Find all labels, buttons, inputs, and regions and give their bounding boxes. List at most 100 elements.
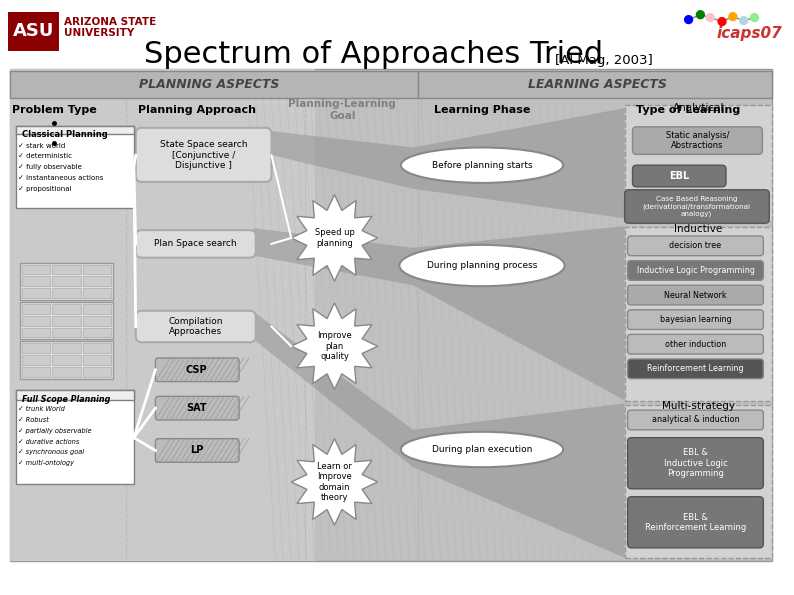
Bar <box>21 276 50 286</box>
Text: Planning Approach: Planning Approach <box>137 105 256 115</box>
Text: ✓ propositional: ✓ propositional <box>17 186 71 192</box>
Bar <box>52 265 81 274</box>
Text: ✓ stark world: ✓ stark world <box>17 143 65 149</box>
Text: Reinforcement Learning: Reinforcement Learning <box>647 364 744 373</box>
Text: Improve
plan
quality: Improve plan quality <box>317 331 352 361</box>
Text: State Space search
[Conjunctive /
Disjunctive ]: State Space search [Conjunctive / Disjun… <box>160 140 248 170</box>
Circle shape <box>696 11 704 18</box>
Text: ✓ Instantaneous actions: ✓ Instantaneous actions <box>17 175 103 181</box>
Bar <box>20 342 113 378</box>
Bar <box>52 316 81 325</box>
Bar <box>10 71 418 98</box>
Bar <box>20 302 113 339</box>
Text: Learn or
Improve
domain
theory: Learn or Improve domain theory <box>317 462 352 502</box>
Bar <box>83 355 111 365</box>
Text: PLANNING ASPECTS: PLANNING ASPECTS <box>139 78 279 91</box>
Text: LEARNING ASPECTS: LEARNING ASPECTS <box>528 78 666 91</box>
FancyBboxPatch shape <box>627 285 763 305</box>
Text: Type of Learning: Type of Learning <box>637 105 741 115</box>
Bar <box>52 304 81 314</box>
Bar <box>21 355 50 365</box>
FancyBboxPatch shape <box>627 236 763 256</box>
Bar <box>83 367 111 377</box>
Text: Learning Phase: Learning Phase <box>434 105 530 115</box>
FancyBboxPatch shape <box>627 497 763 548</box>
FancyBboxPatch shape <box>627 410 763 430</box>
Text: analytical & induction: analytical & induction <box>652 415 739 424</box>
Text: ✓ fully observable: ✓ fully observable <box>17 164 82 170</box>
Bar <box>625 227 773 401</box>
Text: Analytical: Analytical <box>673 103 724 113</box>
Text: Problem Type: Problem Type <box>12 105 97 115</box>
Text: EBL: EBL <box>669 171 689 181</box>
Text: Inductive: Inductive <box>674 224 723 234</box>
Polygon shape <box>291 439 378 525</box>
Text: Plan Space search: Plan Space search <box>155 239 237 248</box>
Circle shape <box>740 17 748 24</box>
Text: Static analysis/
Abstractions: Static analysis/ Abstractions <box>665 131 729 151</box>
Text: Compilation
Approaches: Compilation Approaches <box>168 317 223 336</box>
Ellipse shape <box>401 148 563 183</box>
Text: During plan execution: During plan execution <box>432 445 532 454</box>
Text: Spectrum of Approaches Tried: Spectrum of Approaches Tried <box>145 39 603 68</box>
Polygon shape <box>291 195 378 281</box>
Text: other induction: other induction <box>665 340 726 349</box>
FancyBboxPatch shape <box>156 358 239 381</box>
Bar <box>52 355 81 365</box>
Text: decision tree: decision tree <box>669 242 722 250</box>
Text: LP: LP <box>190 446 203 455</box>
Polygon shape <box>254 226 625 400</box>
Circle shape <box>684 15 692 24</box>
Text: SAT: SAT <box>187 403 207 413</box>
Bar <box>10 69 314 560</box>
Bar <box>83 265 111 274</box>
Text: ✓ trunk World: ✓ trunk World <box>17 406 64 412</box>
Bar <box>21 288 50 298</box>
Bar <box>16 390 133 400</box>
Bar <box>418 71 773 98</box>
Text: Speed up
planning: Speed up planning <box>314 228 354 248</box>
Text: ✓ durative actions: ✓ durative actions <box>17 439 79 444</box>
Bar <box>52 343 81 353</box>
Bar <box>16 126 133 134</box>
Bar <box>10 69 773 560</box>
Bar <box>52 276 81 286</box>
FancyBboxPatch shape <box>627 438 763 489</box>
Circle shape <box>750 14 758 21</box>
Text: Multi-strategy: Multi-strategy <box>662 401 735 411</box>
FancyBboxPatch shape <box>627 359 763 378</box>
Bar <box>83 327 111 337</box>
Bar <box>21 367 50 377</box>
Bar <box>21 304 50 314</box>
FancyBboxPatch shape <box>633 127 762 154</box>
Ellipse shape <box>399 245 565 286</box>
Text: ✓ Robust: ✓ Robust <box>17 417 48 423</box>
Bar <box>83 343 111 353</box>
FancyBboxPatch shape <box>633 165 726 187</box>
Text: ✓ multi-ontology: ✓ multi-ontology <box>17 460 74 466</box>
FancyBboxPatch shape <box>627 310 763 330</box>
FancyBboxPatch shape <box>627 334 763 354</box>
Text: [AI Mag, 2003]: [AI Mag, 2003] <box>555 54 653 67</box>
Bar <box>16 390 133 484</box>
Text: Case Based Reasoning
(derivational/transformational
analogy): Case Based Reasoning (derivational/trans… <box>642 196 750 217</box>
Circle shape <box>729 12 737 21</box>
Ellipse shape <box>401 432 563 467</box>
Bar <box>625 405 773 558</box>
Text: Inductive Logic Programming: Inductive Logic Programming <box>637 266 754 275</box>
Bar <box>21 265 50 274</box>
Bar <box>52 288 81 298</box>
Text: ✓ partially observable: ✓ partially observable <box>17 428 91 434</box>
Text: Neural Network: Neural Network <box>664 290 727 299</box>
FancyBboxPatch shape <box>156 396 239 420</box>
FancyBboxPatch shape <box>156 439 239 462</box>
Polygon shape <box>268 108 625 218</box>
Circle shape <box>718 18 726 26</box>
Text: During planning process: During planning process <box>427 261 538 270</box>
Bar <box>16 126 133 208</box>
Bar <box>52 367 81 377</box>
Bar <box>83 316 111 325</box>
FancyBboxPatch shape <box>136 230 256 258</box>
Bar <box>20 262 113 300</box>
Bar <box>21 327 50 337</box>
